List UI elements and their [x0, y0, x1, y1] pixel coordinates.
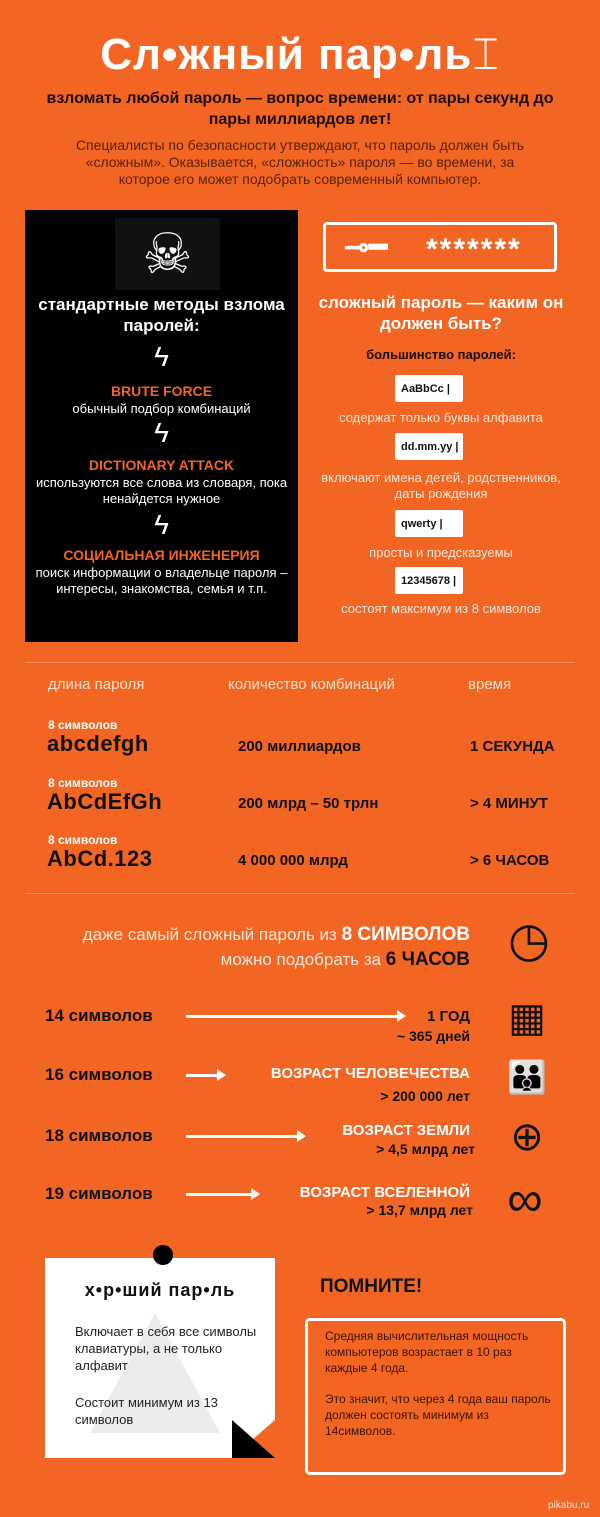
- arrow: [186, 1130, 306, 1142]
- length-label: 8 символов: [48, 776, 118, 790]
- remember-text: Средняя вычислительная мощность компьюте…: [325, 1329, 529, 1375]
- masked-password: *******: [426, 233, 522, 266]
- pin-icon: [153, 1245, 173, 1265]
- note-text: Состоит минимум из 13 символов: [75, 1395, 218, 1427]
- method-desc: используются все слова из словаря, пока …: [35, 475, 288, 506]
- people-icon: 👪: [507, 1059, 547, 1095]
- remember-title: ПОМНИТЕ!: [320, 1276, 423, 1297]
- remember-box: Средняя вычислительная мощность компьюте…: [305, 1318, 566, 1475]
- sample-caption: включают имена детей, родственников, дат…: [321, 470, 561, 501]
- methods-title: стандартные методы взлома паролей:: [38, 295, 285, 335]
- subtitle: взломать любой пароль — вопрос времени: …: [46, 90, 554, 128]
- lightning-icon: ϟ: [154, 417, 169, 448]
- good-password-note: х•р•ший пар•ль Включает в себя все симво…: [45, 1258, 275, 1458]
- sample-caption: состоят максимум из 8 символов: [341, 601, 541, 616]
- text-cursor-icon: ⌶: [472, 30, 500, 79]
- detail: > 200 000 лет: [380, 1088, 470, 1104]
- column-header: количество комбинаций: [228, 676, 395, 693]
- note-text: Включает в себя все символы клавиатуры, …: [75, 1324, 257, 1373]
- sample-password: qwerty |: [395, 510, 463, 537]
- hacking-methods-panel: ☠ стандартные методы взлома паролей: ϟ B…: [25, 210, 298, 642]
- skull-crossbones-icon: ☠: [115, 218, 220, 290]
- length-label: 19 символов: [45, 1184, 153, 1203]
- sample-caption: просты и предсказуемы: [369, 545, 513, 560]
- complex-title: сложный пароль — каким он должен быть?: [318, 293, 564, 333]
- length-label: 16 символов: [45, 1065, 153, 1084]
- arrow: [186, 1188, 260, 1200]
- lightning-icon: ϟ: [154, 509, 169, 540]
- divider: [25, 893, 575, 894]
- divider: [25, 662, 575, 663]
- sample-password: 12345678 |: [395, 567, 463, 594]
- detail: > 4,5 млрд лет: [376, 1141, 475, 1157]
- combinations: 200 миллиардов: [238, 738, 361, 755]
- crack-time: > 6 ЧАСОВ: [470, 852, 550, 869]
- warning-icon: [90, 1313, 220, 1433]
- key-icon: ⊸━: [344, 231, 388, 264]
- complex-lead: большинство паролей:: [366, 347, 516, 362]
- arrow: [186, 1010, 406, 1022]
- sample-caption: содержат только буквы алфавита: [339, 410, 543, 425]
- result: 1 ГОД: [427, 1008, 470, 1025]
- length-label: 14 символов: [45, 1006, 153, 1025]
- watermark: pikabu.ru: [548, 1500, 590, 1511]
- remember-text: Это значит, что через 4 года ваш пароль …: [325, 1392, 551, 1438]
- sample-password: AaBbCc |: [395, 375, 463, 402]
- globe-icon: ⊕: [510, 1115, 544, 1159]
- column-header: длина пароля: [48, 676, 145, 693]
- method-desc: обычный подбор комбинаций: [72, 401, 251, 416]
- password-field-illustration: ⊸━ *******: [323, 222, 557, 272]
- length-label: 8 символов: [48, 718, 118, 732]
- timeline-lead: даже самый сложный пароль из 8 СИМВОЛОВ …: [82, 924, 470, 970]
- arrow: [186, 1069, 226, 1081]
- intro-text: Специалисты по безопасности утверждают, …: [75, 137, 525, 187]
- combinations: 200 млрд – 50 трлн: [238, 795, 379, 812]
- detail: ~ 365 дней: [396, 1028, 470, 1044]
- calendar-icon: ▦: [508, 996, 546, 1040]
- length-label: 18 символов: [45, 1126, 153, 1145]
- example-password: AbCd.123: [47, 846, 153, 871]
- method-name: СОЦИАЛЬНАЯ ИНЖЕНЕРИЯ: [63, 547, 260, 563]
- method-desc: поиск информации о владельце пароля – ин…: [35, 565, 288, 596]
- result: ВОЗРАСТ ВСЕЛЕННОЙ: [299, 1184, 470, 1201]
- column-header: время: [468, 676, 512, 693]
- crack-time: 1 СЕКУНДА: [470, 738, 555, 755]
- combinations: 4 000 000 млрд: [238, 852, 348, 869]
- detail: > 13,7 млрд лет: [366, 1202, 473, 1218]
- example-password: AbCdEfGh: [47, 789, 163, 814]
- result: ВОЗРАСТ ЧЕЛОВЕЧЕСТВА: [270, 1065, 470, 1082]
- method-name: BRUTE FORCE: [110, 383, 213, 399]
- infinity-icon: ∞: [507, 1171, 543, 1227]
- result: ВОЗРАСТ ЗЕМЛИ: [342, 1122, 470, 1139]
- method-name: DICTIONARY ATTACK: [88, 457, 235, 473]
- note-title: х•р•ший пар•ль: [84, 1280, 236, 1300]
- example-password: abcdefgh: [47, 731, 149, 756]
- sample-password: dd.mm.yy |: [395, 433, 463, 460]
- lightning-icon: ϟ: [154, 341, 169, 372]
- page-curl: [232, 1420, 275, 1458]
- length-label: 8 символов: [48, 833, 118, 847]
- crack-time: > 4 МИНУТ: [470, 795, 549, 812]
- clock-icon: ◷: [508, 914, 550, 967]
- page-title: Сл•жный пар•ль⌶: [100, 30, 500, 79]
